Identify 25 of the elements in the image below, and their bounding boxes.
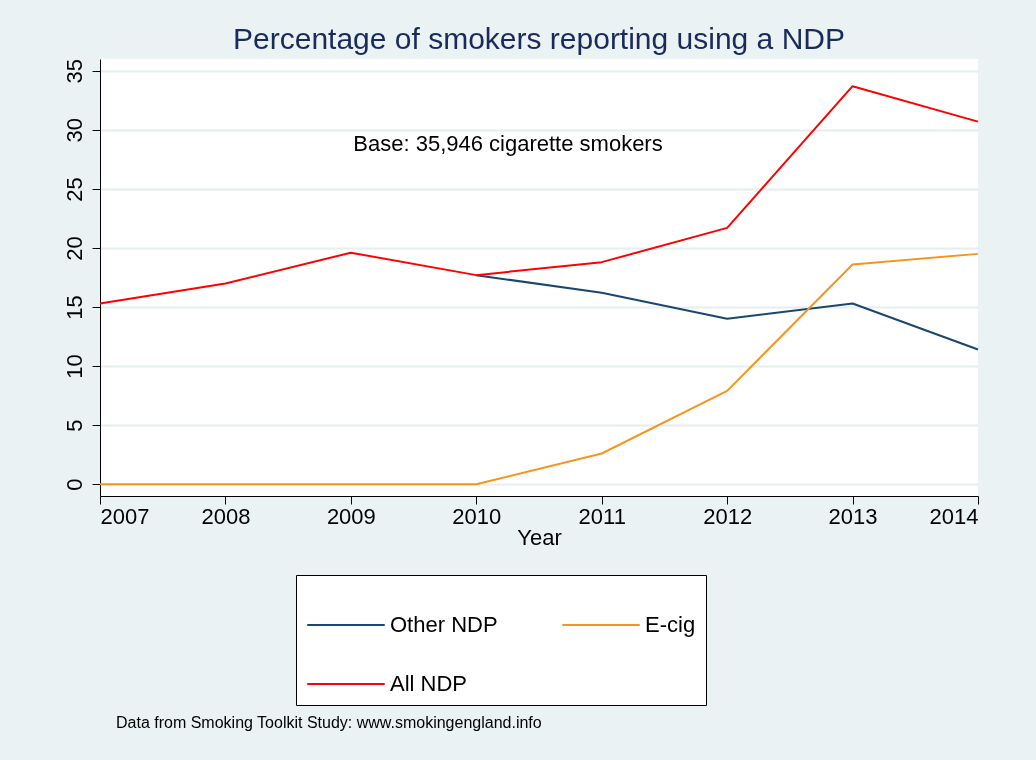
x-tick-label: 2014 [929,503,979,529]
y-tick-label: 10 [61,354,87,379]
annotation: Base: 35,946 cigarette smokers [353,131,663,156]
legend-label: Other NDP [390,612,498,637]
chart-title: Percentage of smokers reporting using a NDP [233,21,845,55]
x-tick-label: 2007 [100,503,150,529]
y-tick-label: 0 [61,478,87,491]
x-tick-label: 2012 [703,503,753,529]
y-tick-label: 20 [61,236,87,261]
y-tick-label: 25 [61,177,87,202]
legend-label: E-cig [645,612,696,637]
y-tick-label: 5 [61,419,87,432]
y-tick-label: 30 [61,118,87,143]
line-series [99,252,979,486]
x-tick-label: 2010 [452,503,502,529]
text: Data from Smoking Toolkit Study: www.smokingengland.info [116,714,542,732]
y-tick-label: 35 [61,59,87,84]
x-tick-label: 2008 [201,503,251,529]
x-tick-label: 2009 [326,503,376,529]
x-axis-title: Year [517,524,562,550]
line-series [99,85,979,305]
x-tick-label: 2011 [578,503,626,529]
legend-label: All NDP [390,671,468,696]
x-tick-label: 2013 [828,503,878,529]
y-tick-label: 15 [61,295,87,320]
